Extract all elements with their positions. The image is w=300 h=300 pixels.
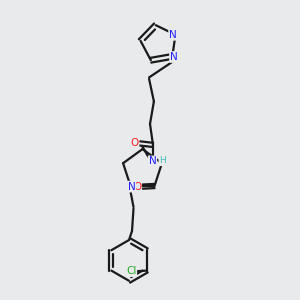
Text: N: N (170, 52, 178, 62)
Text: O: O (130, 138, 139, 148)
Text: N: N (148, 156, 156, 167)
Text: N: N (128, 182, 135, 192)
Text: N: N (169, 30, 177, 40)
Text: H: H (159, 156, 166, 165)
Text: O: O (133, 182, 141, 192)
Text: Cl: Cl (126, 266, 136, 276)
